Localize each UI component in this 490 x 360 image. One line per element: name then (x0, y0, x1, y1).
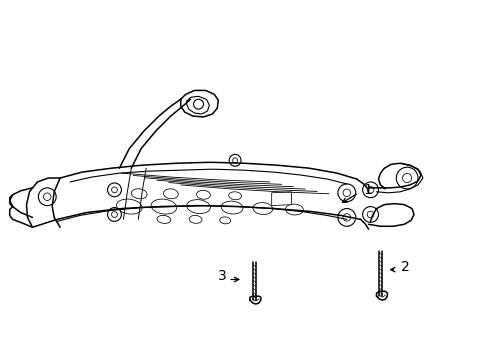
Ellipse shape (220, 217, 231, 224)
Circle shape (38, 188, 56, 206)
Text: 3: 3 (219, 270, 227, 283)
Ellipse shape (131, 189, 147, 199)
Circle shape (229, 154, 241, 166)
Circle shape (363, 182, 378, 198)
Ellipse shape (196, 190, 210, 199)
Text: 1: 1 (364, 183, 372, 197)
Text: 2: 2 (401, 260, 410, 274)
Ellipse shape (157, 215, 171, 224)
Circle shape (396, 167, 418, 189)
Ellipse shape (253, 203, 272, 215)
Ellipse shape (229, 192, 242, 200)
Circle shape (108, 208, 122, 221)
Circle shape (363, 207, 378, 222)
Polygon shape (271, 192, 292, 206)
Circle shape (338, 184, 356, 202)
Ellipse shape (221, 201, 243, 214)
Circle shape (108, 183, 122, 197)
Ellipse shape (189, 215, 202, 223)
Circle shape (338, 208, 356, 226)
Ellipse shape (151, 199, 177, 214)
Ellipse shape (286, 204, 303, 215)
Ellipse shape (164, 189, 178, 199)
Ellipse shape (117, 199, 142, 214)
Ellipse shape (187, 199, 210, 213)
